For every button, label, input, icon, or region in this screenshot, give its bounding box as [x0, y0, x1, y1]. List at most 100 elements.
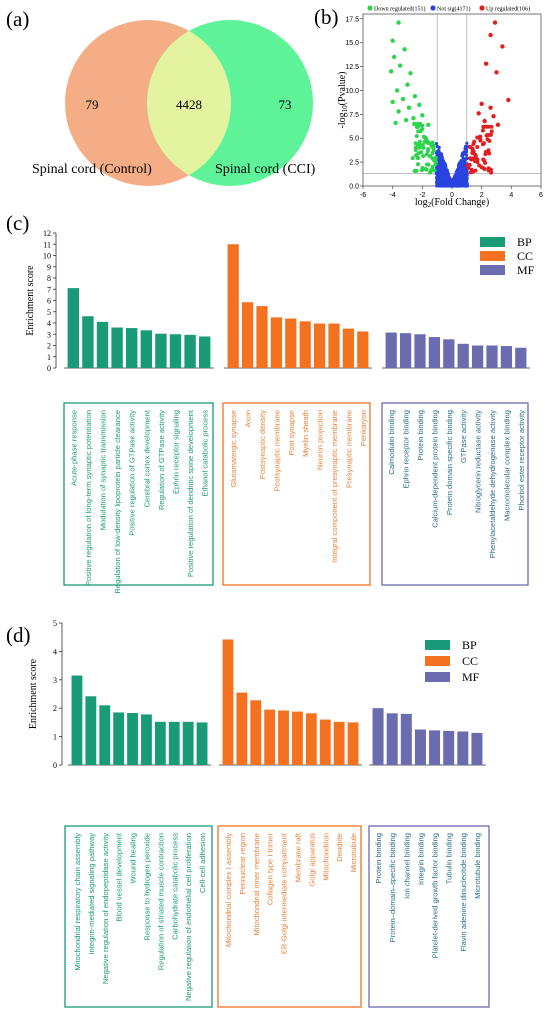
volcano-point: [486, 132, 491, 137]
venn-overlap-region: [147, 30, 231, 176]
volcano-point: [478, 134, 483, 139]
volcano-point: [439, 156, 443, 161]
volcano-point: [420, 113, 425, 118]
volcano-point: [478, 138, 483, 143]
panel-label-b: (b): [314, 5, 339, 29]
category-label-mf: Flavin adenine dinucleotide binding: [459, 833, 468, 952]
volcano-legend-label: Down regulated(151): [374, 6, 425, 13]
bar-bp: [140, 330, 152, 368]
category-label-bp: Response to hydrogen peroxide: [142, 833, 151, 941]
volcano-point: [480, 128, 485, 133]
volcano-x-tick-label: -4: [390, 192, 396, 199]
bar-cc: [227, 244, 239, 368]
volcano-y-tick-label: 7.5: [349, 112, 359, 119]
volcano-point: [396, 109, 401, 114]
volcano-point: [426, 162, 431, 167]
y-tick-label: 8: [47, 274, 51, 283]
volcano-point: [492, 20, 498, 25]
y-tick-label: 7: [47, 285, 51, 294]
y-tick-label: 3: [53, 676, 57, 685]
bar-cc: [256, 306, 268, 368]
category-label-bp: Regulation of striated muscle contractio…: [156, 833, 165, 970]
volcano-legend-label: Not sig(4171): [437, 6, 471, 13]
volcano-point: [417, 102, 422, 107]
bar-cc: [241, 302, 254, 368]
bar-mf: [457, 343, 469, 368]
volcano-point: [440, 160, 444, 164]
y-axis-label: Enrichment score: [28, 658, 39, 729]
volcano-point: [411, 115, 416, 121]
category-label-cc: Mitochondrial inner membrane: [252, 833, 261, 936]
bar-bp: [169, 334, 182, 368]
bar-mf: [400, 713, 412, 765]
y-tick-label: 0: [53, 761, 57, 770]
category-label-mf: Ion channel binding: [402, 833, 411, 899]
bar-mf: [486, 345, 498, 368]
volcano-point: [442, 163, 447, 167]
volcano-point: [396, 20, 401, 25]
label-box-mf: [368, 825, 490, 1008]
bar-bp: [113, 712, 125, 765]
bar-cc: [347, 722, 359, 765]
legend-label-bp: BP: [517, 235, 532, 249]
category-label-cc: Axon: [244, 410, 253, 427]
bar-cc: [357, 331, 369, 368]
bar-cc: [278, 710, 289, 765]
volcano-point: [487, 151, 492, 156]
category-label-mf: Ephrin receptor binding: [402, 410, 411, 489]
volcano-point: [425, 149, 430, 154]
volcano-point: [482, 118, 487, 124]
volcano-point: [402, 47, 407, 52]
volcano-point: [442, 183, 446, 187]
volcano-point: [454, 182, 458, 187]
legend-swatch-cc: [480, 251, 505, 261]
volcano-x-tick-label: 2: [480, 192, 484, 199]
volcano-point: [432, 168, 437, 173]
volcano-point: [470, 169, 475, 174]
y-axis-label: Enrichment score: [25, 265, 36, 336]
venn-diagram: 79 4428 73 Spinal cord (Control) Spinal …: [32, 20, 316, 186]
volcano-point: [393, 120, 398, 126]
category-label-mf: Macromolecular complex binding: [502, 410, 511, 521]
category-label-mf: Calmodulin binding: [387, 410, 396, 475]
bar-cc: [319, 719, 331, 765]
bar-bp: [182, 721, 194, 765]
category-label-cc: Integral component of presynaptic membra…: [330, 410, 339, 563]
volcano-point: [463, 183, 467, 188]
volcano-point: [482, 166, 487, 171]
venn-left-label: Spinal cord (Control): [32, 162, 152, 177]
category-label-cc: Neuron projection: [316, 410, 325, 470]
volcano-point: [459, 178, 463, 182]
volcano-point: [446, 184, 451, 188]
volcano-x-tick-label: -6: [360, 192, 366, 199]
volcano-point: [390, 38, 395, 43]
category-label-bp: Regulation of low-density lipoprotein pa…: [113, 410, 122, 594]
volcano-point: [435, 180, 440, 184]
volcano-point: [456, 163, 461, 167]
y-tick-label: 2: [47, 342, 51, 351]
bar-cc: [285, 318, 297, 368]
category-label-bp: Integrin-mediated signaling pathway: [87, 833, 96, 955]
bar-cc: [236, 692, 248, 765]
category-label-cc: Mitochondrion: [321, 833, 330, 881]
volcano-point: [456, 170, 460, 174]
volcano-point: [413, 168, 418, 173]
volcano-point: [430, 156, 435, 161]
bar-mf: [414, 334, 426, 368]
legend-label-cc: CC: [517, 249, 533, 263]
volcano-y-tick-label: 17.5: [345, 16, 359, 23]
category-label-cc: Presynaptic membrane: [344, 410, 353, 488]
bar-cc: [250, 700, 262, 765]
label-box-cc: [222, 402, 371, 586]
volcano-point: [464, 153, 469, 157]
bar-mf: [515, 347, 527, 368]
volcano-point: [450, 183, 454, 187]
volcano-plot: Down regulated(151) Not sig(4171) Up regul…: [337, 5, 543, 209]
category-label-cc: Glutamatergic synapse: [229, 410, 238, 488]
volcano-point: [489, 170, 494, 175]
volcano-point: [482, 124, 487, 129]
volcano-point: [410, 156, 415, 161]
category-label-mf: Calcium-dependent protein binding: [430, 410, 439, 528]
category-label-cc: Perinuclear region: [238, 833, 247, 895]
